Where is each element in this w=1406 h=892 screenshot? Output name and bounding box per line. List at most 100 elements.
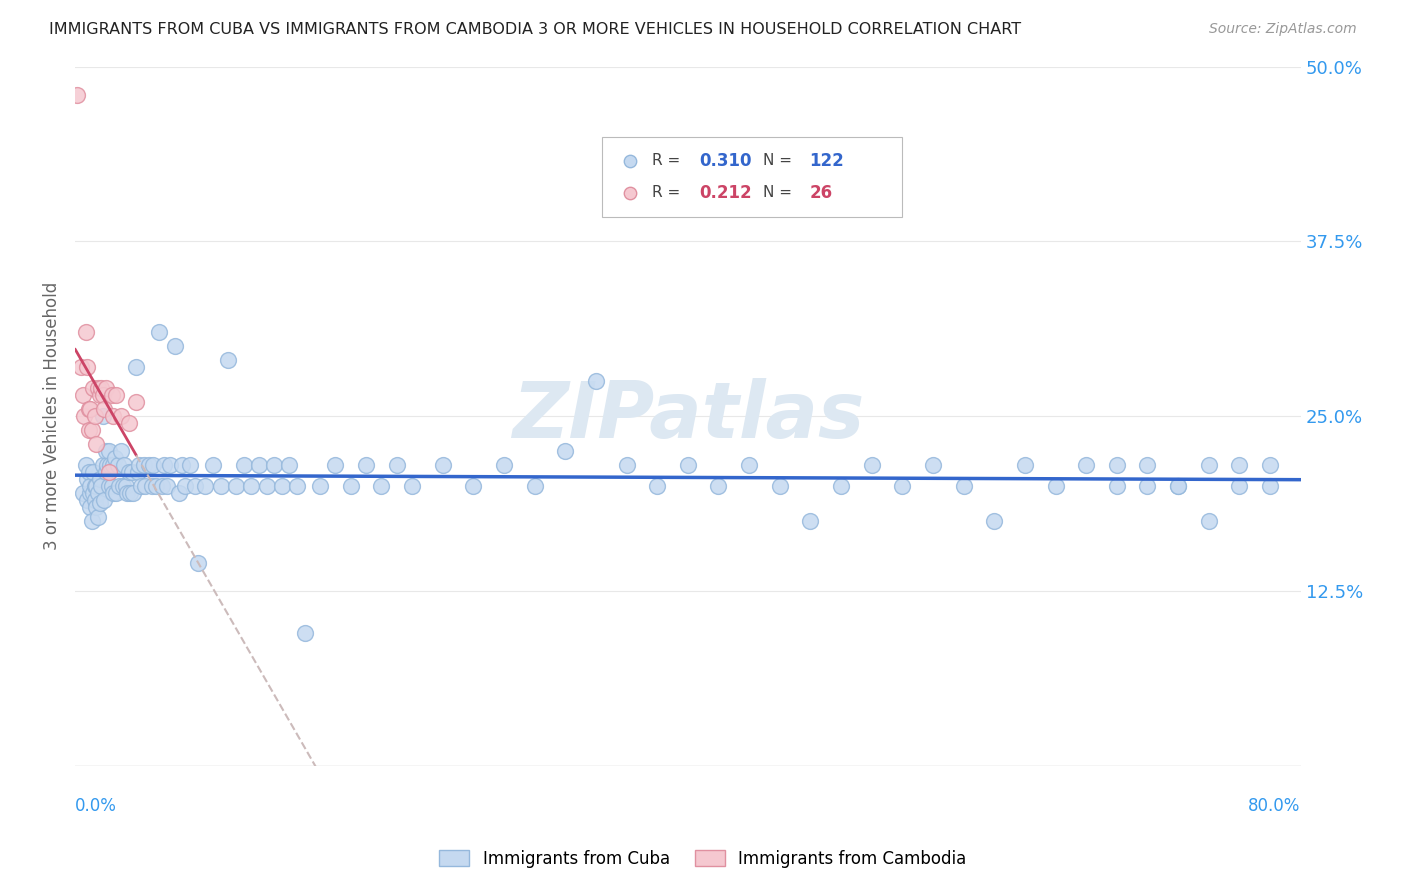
Point xyxy=(108,479,131,493)
Point xyxy=(107,458,129,472)
Point xyxy=(80,423,103,437)
Point xyxy=(117,416,139,430)
Point xyxy=(1227,458,1250,472)
Point xyxy=(159,458,181,472)
Point xyxy=(616,458,638,472)
Text: N =: N = xyxy=(762,186,796,201)
Point xyxy=(84,493,107,508)
Text: 0.0%: 0.0% xyxy=(75,797,117,815)
Point xyxy=(240,479,263,493)
Point xyxy=(84,409,107,424)
Point xyxy=(86,500,108,514)
Point xyxy=(111,479,134,493)
Point xyxy=(87,509,110,524)
Legend: Immigrants from Cuba, Immigrants from Cambodia: Immigrants from Cuba, Immigrants from Ca… xyxy=(433,844,973,875)
Point xyxy=(492,458,515,472)
Point xyxy=(97,465,120,479)
Point xyxy=(87,381,110,395)
Point xyxy=(89,388,111,402)
Point xyxy=(82,486,104,500)
Point xyxy=(86,479,108,493)
Point xyxy=(104,451,127,466)
Point xyxy=(115,486,138,500)
Point xyxy=(401,479,423,493)
Text: Source: ZipAtlas.com: Source: ZipAtlas.com xyxy=(1209,22,1357,37)
Point xyxy=(183,479,205,493)
Point xyxy=(125,395,148,409)
Point xyxy=(285,479,308,493)
Point xyxy=(138,458,160,472)
Point xyxy=(86,437,108,451)
Point xyxy=(860,458,883,472)
Point xyxy=(120,486,142,500)
Point xyxy=(79,402,101,417)
Point xyxy=(432,458,454,472)
Point xyxy=(153,458,176,472)
Point xyxy=(309,479,332,493)
Point xyxy=(585,374,607,388)
Point xyxy=(105,486,128,500)
Point xyxy=(105,388,128,402)
Text: ZIPatlas: ZIPatlas xyxy=(512,378,863,454)
Point xyxy=(103,409,125,424)
Point xyxy=(676,458,699,472)
Point xyxy=(1045,479,1067,493)
Text: R =: R = xyxy=(652,186,685,201)
Point xyxy=(103,486,125,500)
Point xyxy=(201,458,224,472)
Point xyxy=(194,479,217,493)
Point xyxy=(1076,458,1098,472)
Point xyxy=(187,556,209,570)
Point xyxy=(125,360,148,375)
Point xyxy=(101,479,124,493)
Point xyxy=(94,444,117,458)
Point xyxy=(96,458,118,472)
Point xyxy=(891,479,914,493)
Point xyxy=(385,458,408,472)
Point xyxy=(167,486,190,500)
Text: 80.0%: 80.0% xyxy=(1249,797,1301,815)
Point xyxy=(97,444,120,458)
Point xyxy=(163,339,186,353)
Point xyxy=(554,444,576,458)
Point xyxy=(93,402,115,417)
Point xyxy=(91,388,114,402)
Point xyxy=(1227,479,1250,493)
Point xyxy=(82,381,104,395)
Point xyxy=(156,479,179,493)
Point xyxy=(77,402,100,417)
Point xyxy=(114,479,136,493)
Point xyxy=(1198,458,1220,472)
Point xyxy=(983,514,1005,528)
Y-axis label: 3 or more Vehicles in Household: 3 or more Vehicles in Household xyxy=(44,282,60,550)
Point xyxy=(87,486,110,500)
Point xyxy=(110,409,132,424)
Point xyxy=(150,479,173,493)
Point xyxy=(91,409,114,424)
Point xyxy=(830,479,852,493)
Point xyxy=(148,325,170,339)
Point xyxy=(89,472,111,486)
FancyBboxPatch shape xyxy=(602,136,903,217)
Point xyxy=(523,479,546,493)
Point xyxy=(922,458,945,472)
Point xyxy=(97,479,120,493)
Point xyxy=(79,479,101,493)
Point xyxy=(72,388,94,402)
Text: 0.310: 0.310 xyxy=(699,152,751,169)
Point xyxy=(294,625,316,640)
Point xyxy=(75,325,97,339)
Point xyxy=(270,479,292,493)
Point xyxy=(172,458,194,472)
Point xyxy=(263,458,285,472)
Point xyxy=(84,479,107,493)
Point xyxy=(65,87,87,102)
Point xyxy=(217,353,239,368)
Point xyxy=(94,381,117,395)
Point xyxy=(1105,479,1128,493)
Point xyxy=(103,458,125,472)
Point xyxy=(129,479,152,493)
Point xyxy=(769,479,792,493)
Point xyxy=(122,486,145,500)
Point xyxy=(76,360,98,375)
